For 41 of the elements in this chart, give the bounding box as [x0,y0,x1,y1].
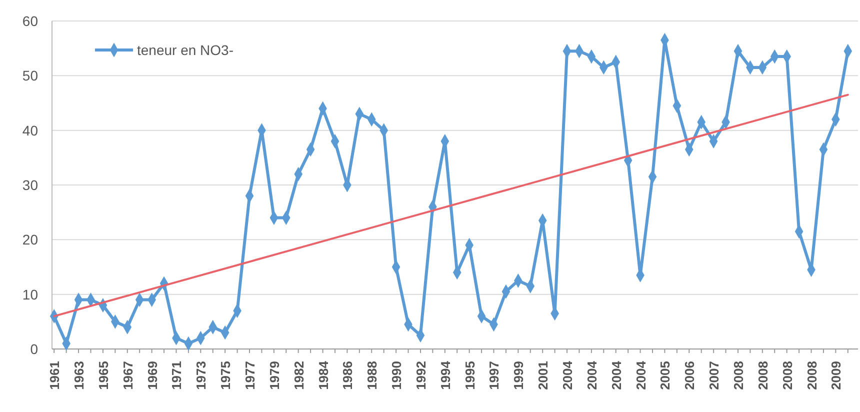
x-tick-label: 1979 [266,361,282,390]
x-tick-label: 1995 [462,361,478,390]
x-tick-label: 2009 [828,361,844,390]
legend-label: teneur en NO3- [137,42,234,58]
x-tick-label: 1984 [316,360,331,390]
x-tick-label: 2004 [633,360,648,390]
x-tick-label: 2008 [804,361,820,390]
y-tick-label: 10 [22,286,38,302]
x-tick-label: 1988 [364,361,380,390]
x-tick-label: 1990 [389,361,404,390]
y-tick-label: 0 [30,341,38,357]
x-tick-label: 1975 [218,361,234,390]
x-tick-label: 1963 [72,361,87,390]
x-tick-label: 1997 [486,361,502,390]
x-tick-label: 2008 [755,361,770,390]
x-tick-label: 1999 [511,361,526,390]
x-tick-label: 2008 [780,361,795,390]
x-tick-label: 1986 [340,361,356,390]
x-tick-label: 1994 [438,360,453,390]
x-tick-label: 2008 [730,361,746,390]
x-tick-label: 1967 [120,361,136,390]
x-tick-label: 1973 [194,361,209,390]
x-tick-label: 2004 [584,360,600,390]
x-tick-label: 1971 [169,361,184,390]
y-tick-label: 20 [22,232,38,248]
x-tick-label: 2006 [682,361,698,390]
x-tick-label: 1969 [144,361,160,390]
y-tick-label: 50 [22,68,38,84]
x-tick-label: 2001 [536,361,551,390]
x-tick-label: 1992 [413,361,428,390]
x-tick-label: 1961 [47,361,62,390]
x-tick-label: 1965 [96,361,111,390]
x-tick-label: 2004 [608,360,624,390]
x-tick-label: 1977 [242,361,258,390]
y-tick-label: 40 [22,122,38,138]
x-tick-label: 1982 [291,361,306,390]
x-tick-label: 2007 [706,361,722,390]
x-tick-label: 2004 [560,360,576,390]
y-tick-label: 30 [22,177,38,193]
x-tick-label: 2005 [658,361,673,390]
y-tick-label: 60 [22,13,38,29]
